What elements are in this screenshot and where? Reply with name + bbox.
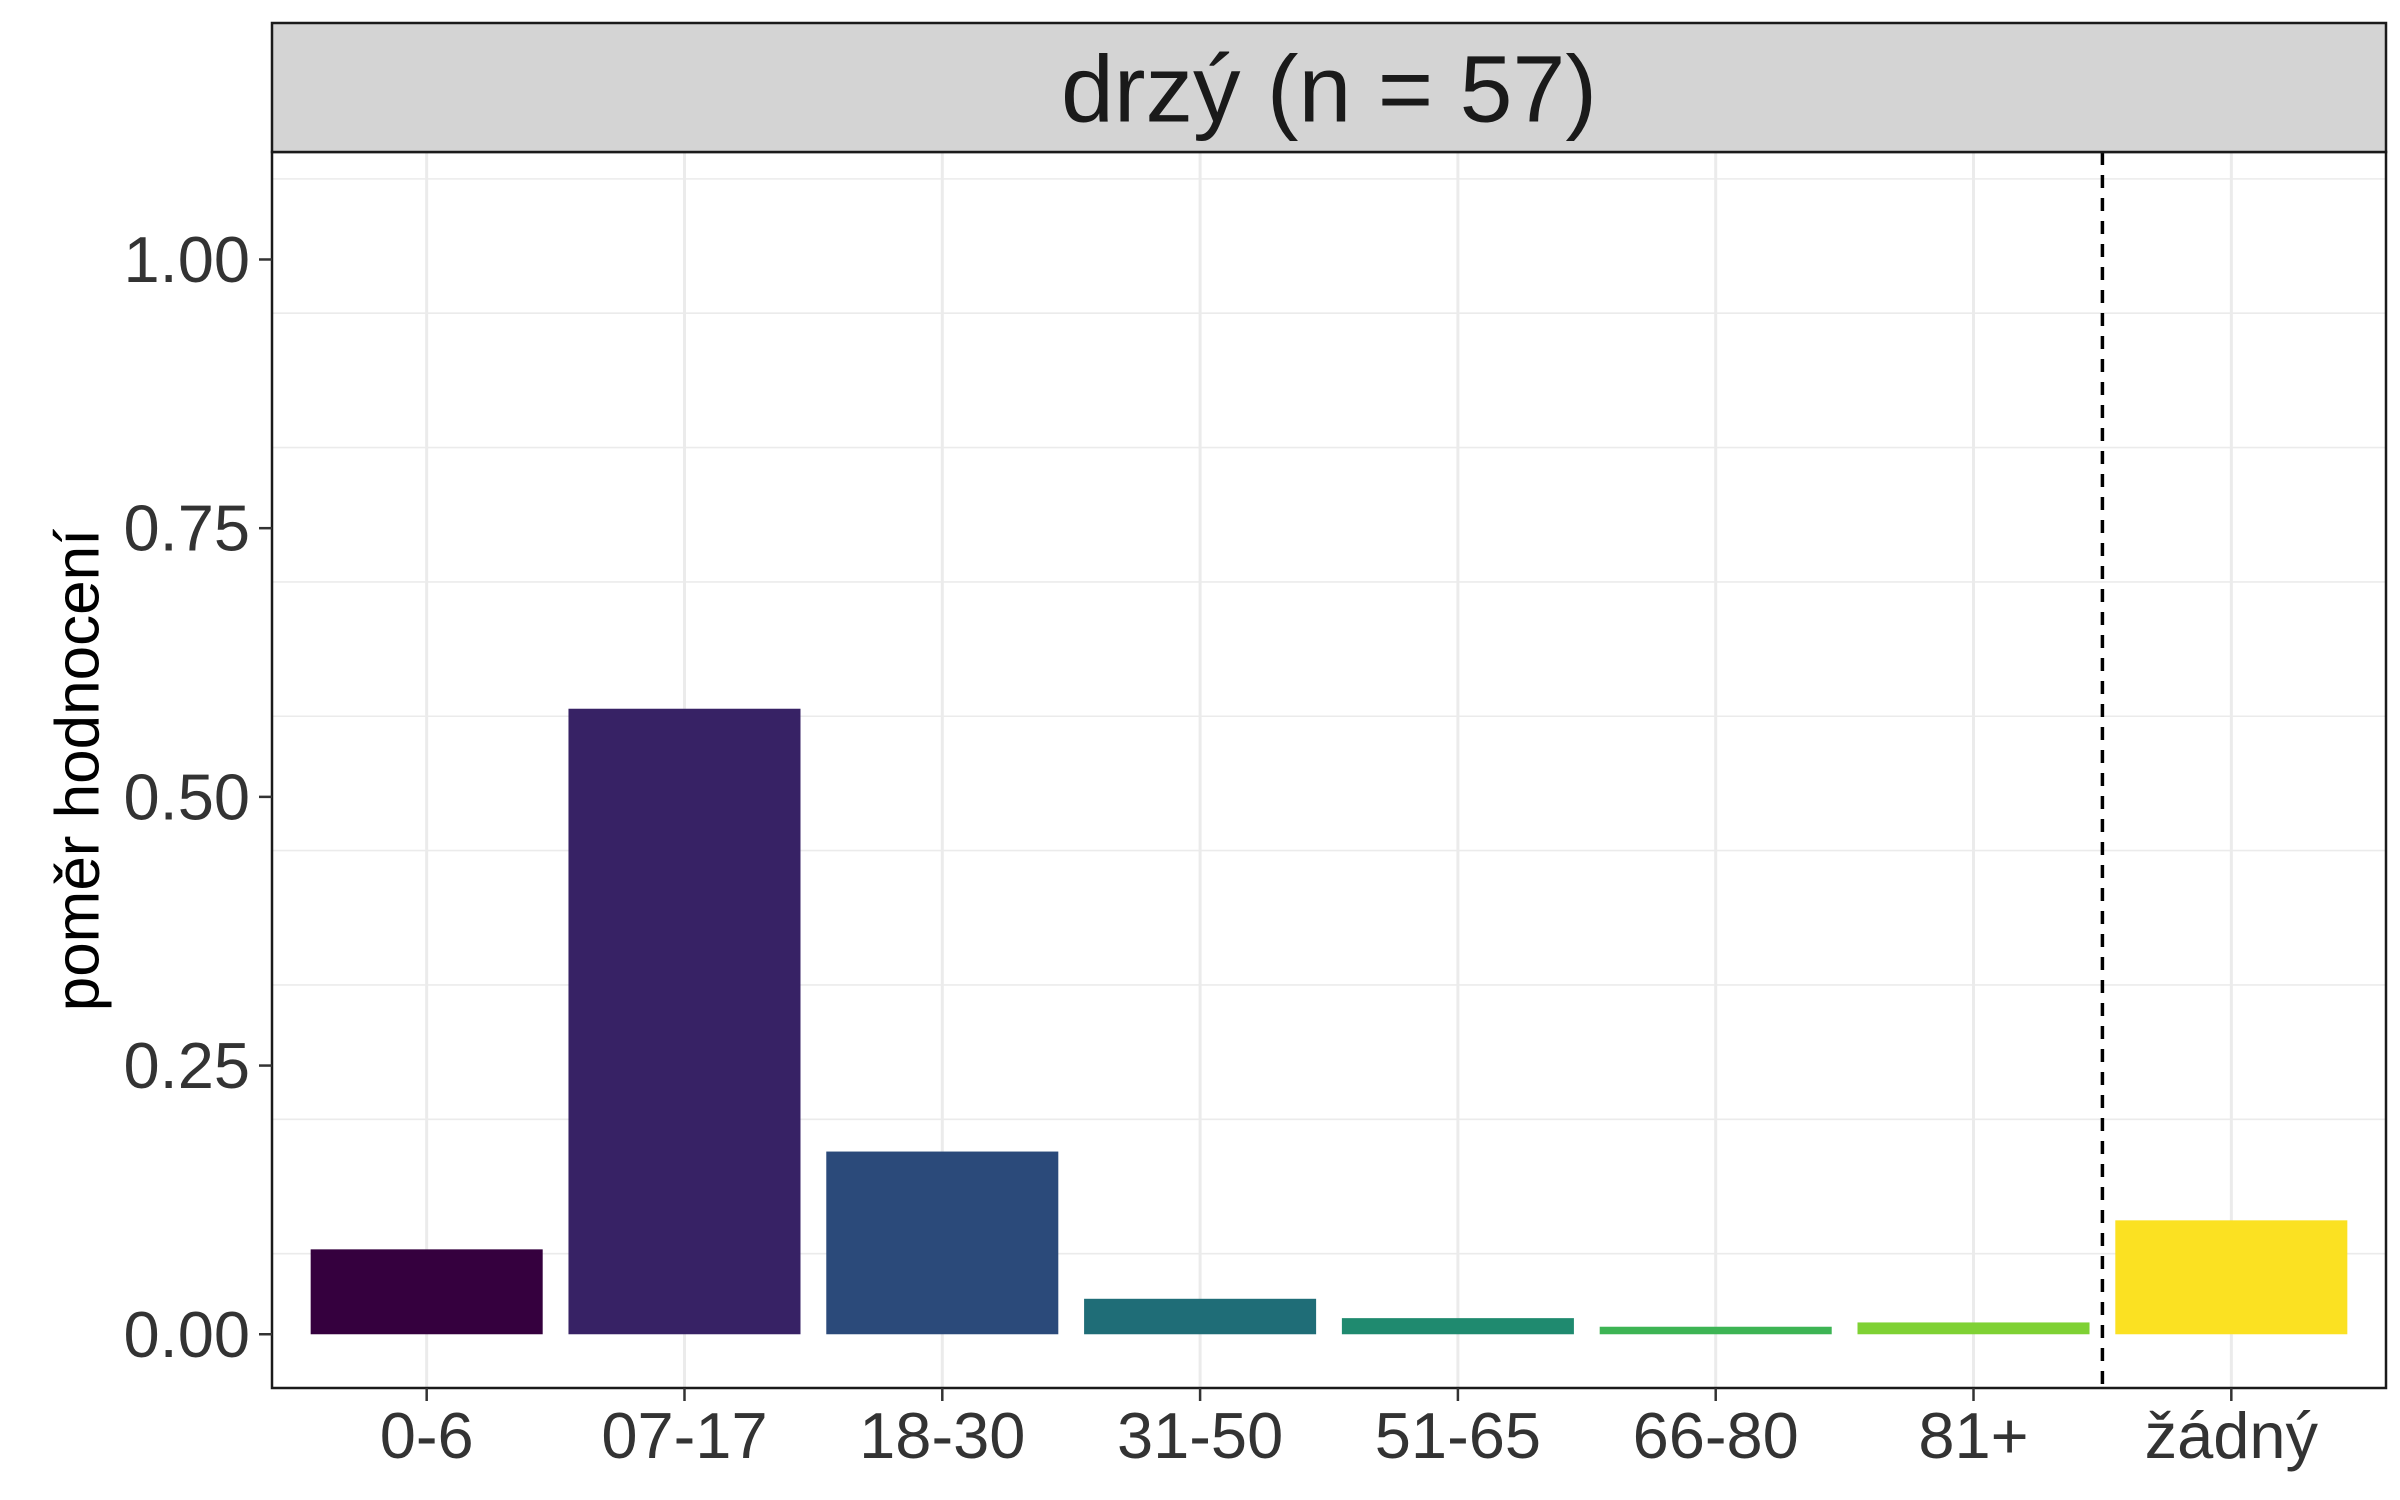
bar-žádný [2115,1220,2348,1335]
bar-51-65 [1341,1318,1574,1335]
bar-66-80 [1599,1326,1832,1335]
x-tick-label: 51-65 [1375,1399,1541,1472]
y-tick-label: 0.00 [123,1298,250,1371]
y-axis: 0.00 0.25 0.50 0.75 1.00 [123,223,272,1371]
y-tick-label: 1.00 [123,223,250,296]
x-tick-label: 0-6 [380,1399,474,1472]
grid [272,152,2386,1388]
x-tick-label: 18-30 [859,1399,1025,1472]
x-tick-label: 31-50 [1117,1399,1283,1472]
y-tick-label: 0.25 [123,1029,250,1102]
bar-07-17 [568,708,801,1335]
x-tick-label: 66-80 [1633,1399,1799,1472]
y-tick-label: 0.50 [123,760,250,833]
y-tick-label: 0.75 [123,492,250,565]
facet-strip [270,21,2388,154]
x-tick-label: 07-17 [601,1399,767,1472]
x-tick-label: žádný [2145,1399,2319,1472]
x-tick-label: 81+ [1918,1399,2028,1472]
facet-strip-label: drzý (n = 57) [1061,37,1597,143]
y-axis-title: poměr hodnocení [44,529,113,1012]
x-axis: 0-6 07-17 18-30 31-50 51-65 66-80 81+ žádný [380,1388,2319,1472]
bar-31-50 [1084,1298,1317,1335]
bar-81+ [1857,1322,2090,1335]
bars [310,708,2348,1335]
bar-0-6 [310,1249,543,1335]
bar-18-30 [826,1151,1059,1335]
